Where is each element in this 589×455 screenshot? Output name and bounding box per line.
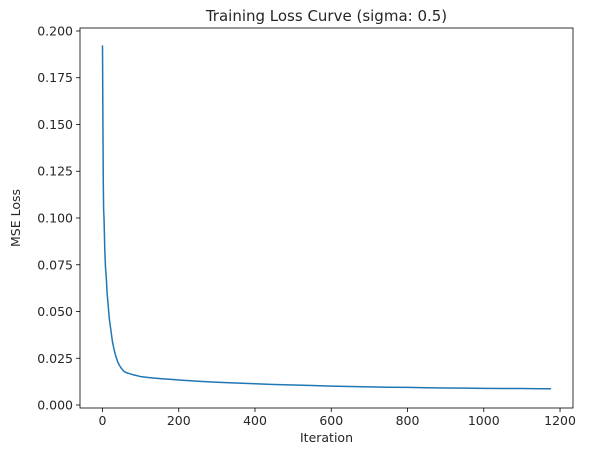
- x-tick-label: 400: [243, 413, 267, 428]
- x-tick-label: 1000: [468, 413, 500, 428]
- y-tick-label: 0.050: [37, 304, 73, 319]
- y-tick-label: 0.125: [37, 164, 73, 179]
- x-tick-label: 1200: [544, 413, 576, 428]
- y-tick-label: 0.025: [37, 351, 73, 366]
- x-axis-label: Iteration: [300, 430, 353, 445]
- y-tick-label: 0.075: [37, 257, 73, 272]
- series-line-0: [101, 45, 552, 390]
- x-tick-label: 0: [99, 413, 107, 428]
- y-tick-label: 0.150: [37, 117, 73, 132]
- y-tick-label: 0.000: [37, 398, 73, 413]
- plot-area: 0 200 400 600 800 1000 1200 0.000 0.025 0.050 0.07…: [37, 23, 576, 428]
- axes-frame: [79, 27, 574, 409]
- x-tick-label: 800: [396, 413, 420, 428]
- x-tick-label: 200: [167, 413, 191, 428]
- x-tick-label: 600: [319, 413, 343, 428]
- y-tick-label: 0.100: [37, 211, 73, 226]
- y-tick-label: 0.200: [37, 23, 73, 38]
- y-axis-label: MSE Loss: [8, 189, 23, 247]
- chart-title: Training Loss Curve (sigma: 0.5): [205, 7, 447, 25]
- y-tick-label: 0.175: [37, 70, 73, 85]
